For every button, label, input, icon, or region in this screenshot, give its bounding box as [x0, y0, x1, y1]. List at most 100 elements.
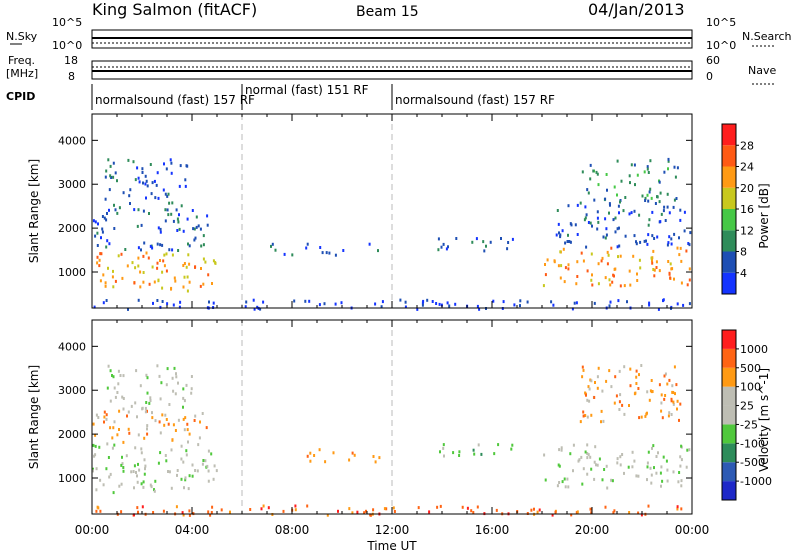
range-cell	[646, 465, 649, 469]
range-cell	[476, 304, 479, 308]
range-cell	[609, 203, 611, 207]
range-cell	[112, 161, 115, 165]
range-cell	[159, 431, 162, 435]
range-cell	[680, 281, 683, 285]
range-cell	[667, 241, 670, 245]
range-cell	[676, 302, 679, 306]
range-cell	[675, 383, 678, 387]
range-cell	[188, 280, 191, 284]
range-cell	[439, 504, 442, 508]
power-ylabel: Slant Range [km]	[27, 159, 41, 263]
range-cell	[478, 307, 481, 311]
range-cell	[159, 243, 162, 247]
range-cell	[617, 299, 620, 303]
range-cell	[678, 418, 680, 422]
range-cell	[177, 249, 180, 252]
range-cell	[122, 469, 125, 473]
range-cell	[209, 513, 212, 517]
range-cell	[680, 507, 683, 511]
range-cell	[163, 253, 166, 257]
range-cell	[167, 470, 169, 473]
range-cell	[98, 264, 101, 268]
range-cell	[633, 163, 636, 167]
range-cell	[652, 268, 655, 271]
range-cell	[337, 509, 339, 513]
range-cell	[319, 246, 322, 249]
colorbar-tick-label: 20	[740, 182, 754, 195]
range-cell	[148, 282, 151, 286]
range-cell	[551, 513, 554, 517]
range-cell	[582, 467, 585, 471]
range-cell	[582, 410, 585, 414]
range-cell	[184, 178, 187, 182]
range-cell	[674, 175, 677, 179]
range-cell	[120, 510, 123, 514]
range-cell	[148, 212, 150, 215]
range-cell	[644, 199, 647, 202]
range-cell	[116, 211, 119, 215]
range-cell	[647, 199, 650, 203]
range-cell	[686, 283, 689, 287]
range-cell	[199, 284, 202, 288]
range-cell	[253, 307, 256, 311]
range-cell	[369, 513, 372, 517]
range-cell	[576, 233, 579, 236]
range-cell	[101, 227, 104, 231]
range-cell	[586, 452, 589, 455]
range-cell	[111, 436, 114, 440]
range-cell	[282, 509, 285, 513]
range-cell	[621, 453, 624, 456]
range-cell	[653, 237, 656, 240]
range-cell	[107, 456, 110, 459]
range-cell	[159, 259, 161, 262]
range-cell	[156, 242, 159, 246]
range-cell	[105, 413, 108, 417]
range-cell	[213, 464, 216, 468]
range-cell	[207, 449, 210, 453]
range-cell	[113, 227, 116, 230]
y-tick-label: 2000	[58, 222, 86, 235]
range-cell	[544, 273, 547, 277]
range-cell	[452, 451, 455, 455]
range-cell	[569, 222, 572, 226]
range-cell	[435, 302, 438, 305]
range-cell	[95, 509, 98, 513]
range-cell	[655, 455, 658, 458]
range-cell	[174, 429, 177, 432]
range-cell	[645, 412, 648, 416]
range-cell	[92, 469, 94, 473]
nsearch-tick-bottom: 10^0	[706, 39, 736, 52]
x-tick-label: 16:00	[475, 523, 510, 537]
range-cell	[648, 301, 651, 305]
range-cell	[609, 300, 612, 304]
range-cell	[206, 223, 209, 227]
x-tick-label: 00:00	[675, 523, 710, 537]
range-cell	[567, 263, 570, 267]
range-cell	[175, 372, 177, 376]
range-cell	[587, 453, 590, 457]
range-cell	[582, 414, 585, 418]
range-cell	[619, 254, 622, 258]
range-cell	[647, 233, 650, 237]
range-cell	[665, 459, 668, 463]
range-cell	[482, 240, 485, 244]
range-cell	[614, 267, 617, 271]
range-cell	[658, 180, 661, 184]
range-cell	[672, 402, 675, 406]
range-cell	[212, 301, 215, 305]
colorbar-tick-label: 25	[740, 400, 754, 413]
range-cell	[159, 230, 162, 234]
range-cell	[676, 399, 679, 403]
range-cell	[190, 375, 193, 378]
range-cell	[186, 275, 189, 279]
range-cell	[163, 162, 165, 166]
range-cell	[619, 463, 622, 467]
range-cell	[95, 488, 98, 492]
range-cell	[188, 513, 191, 517]
range-cell	[187, 440, 189, 444]
colorbar-tick-label: -1000	[740, 475, 772, 488]
range-cell	[162, 188, 165, 192]
range-cell	[134, 266, 137, 270]
x-tick-label: 20:00	[575, 523, 610, 537]
